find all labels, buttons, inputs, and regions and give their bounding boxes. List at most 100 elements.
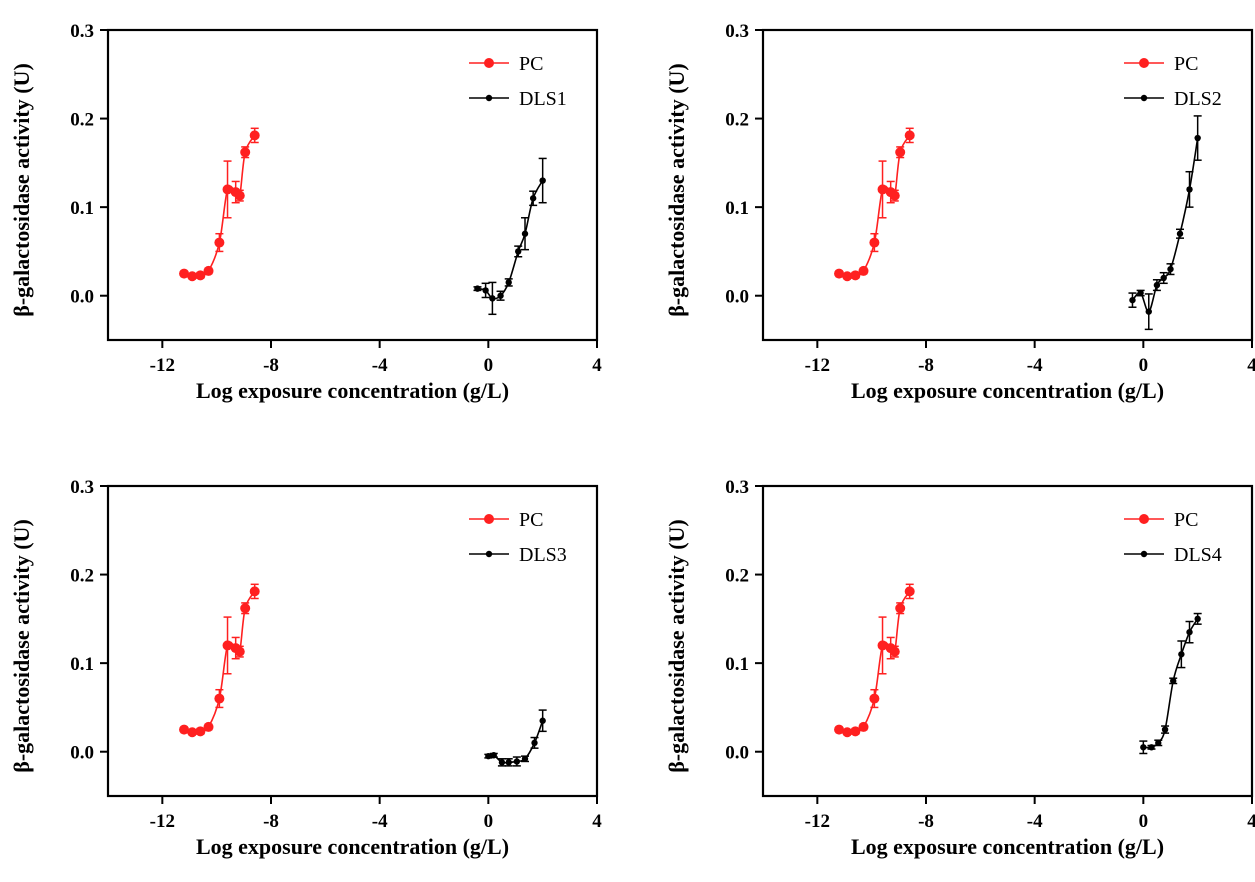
y-tick-label: 0.1: [70, 198, 94, 219]
legend-label: PC: [1174, 509, 1198, 531]
x-tick-label: -8: [263, 811, 279, 832]
plot-frame: [761, 28, 1254, 342]
x-tick-label: -12: [150, 811, 175, 832]
data-point: [1153, 281, 1161, 289]
x-tick-label: 0: [1139, 355, 1149, 376]
data-point: [1186, 186, 1193, 193]
data-point: [834, 724, 845, 735]
x-tick-label: 4: [1247, 811, 1255, 832]
series-pc: [834, 583, 915, 738]
data-point: [195, 270, 206, 281]
legend-marker: [484, 58, 494, 68]
chart-panel-3: -12 -8 -4 0 4 0.0 0.1 0.2 0.3 Log exposure concen…: [9, 477, 602, 859]
data-point: [539, 177, 546, 184]
data-point: [234, 190, 245, 201]
data-point: [1178, 651, 1185, 658]
data-point: [240, 147, 251, 158]
series-dls4: [1139, 612, 1202, 755]
data-point: [1176, 230, 1184, 237]
data-point: [521, 230, 529, 237]
data-point: [869, 237, 880, 248]
plot-frame: [761, 484, 1254, 798]
x-axis-title: Log exposure concentration (g/L): [851, 378, 1164, 403]
data-point: [889, 646, 900, 657]
y-tick-label: 0.0: [725, 287, 749, 308]
legend-marker: [485, 94, 493, 102]
data-point: [877, 184, 888, 195]
data-point: [521, 755, 529, 762]
y-axis-title: β-galactosidase activity (U): [664, 63, 689, 317]
data-point: [850, 726, 861, 737]
series-line: [1131, 137, 1199, 313]
data-point: [1194, 615, 1201, 623]
legend-label: PC: [519, 53, 543, 75]
x-tick-label: -12: [805, 355, 830, 376]
data-point: [877, 640, 888, 651]
data-point: [1170, 677, 1177, 685]
legend-entry-dls1: DLS1: [469, 88, 567, 110]
data-point: [895, 147, 906, 158]
data-point: [187, 271, 198, 282]
data-point: [498, 759, 506, 766]
data-point: [529, 195, 537, 202]
data-point: [834, 268, 845, 279]
legend-marker: [485, 550, 493, 558]
legend-entry-pc: PC: [1124, 509, 1198, 531]
data-point: [850, 270, 861, 281]
data-point: [187, 727, 198, 738]
data-point: [904, 586, 915, 597]
y-tick-label: 0.2: [725, 566, 749, 587]
x-tick-label: 4: [592, 811, 602, 832]
series-pc: [179, 127, 260, 282]
series-dls1: [473, 157, 547, 316]
x-tick-label: -8: [263, 355, 279, 376]
data-point: [497, 292, 504, 299]
data-point: [1148, 744, 1155, 751]
data-point: [1160, 274, 1167, 282]
data-point: [1129, 296, 1136, 304]
x-tick-label: 0: [484, 355, 494, 376]
data-point: [249, 130, 260, 141]
x-tick-label: 0: [484, 811, 494, 832]
legend-marker: [1139, 58, 1149, 68]
data-point: [214, 237, 225, 248]
y-tick-label: 0.3: [725, 21, 749, 42]
legend-label: PC: [1174, 53, 1198, 75]
legend-entry-pc: PC: [469, 53, 543, 75]
chart-panel-2: -12 -8 -4 0 4 0.0 0.1 0.2 0.3 Log exposure concen…: [664, 21, 1255, 403]
y-tick-label: 0.0: [725, 743, 749, 764]
legend-entry-pc: PC: [1124, 53, 1198, 75]
data-point: [505, 759, 512, 766]
data-point: [203, 721, 214, 732]
legend-entry-pc: PC: [469, 509, 543, 531]
data-point: [842, 271, 853, 282]
legend-entry-dls4: DLS4: [1124, 544, 1222, 566]
data-point: [904, 130, 915, 141]
data-point: [531, 739, 538, 747]
x-axis-title: Log exposure concentration (g/L): [196, 378, 509, 403]
legend-label: PC: [519, 509, 543, 531]
x-tick-label: 0: [1139, 811, 1149, 832]
data-point: [895, 603, 906, 614]
data-point: [214, 693, 225, 704]
data-point: [1186, 628, 1193, 636]
data-point: [234, 646, 245, 657]
data-point: [203, 265, 214, 276]
data-point: [858, 721, 869, 732]
x-tick-label: -4: [372, 355, 388, 376]
data-point: [1161, 726, 1169, 733]
y-tick-label: 0.0: [70, 743, 94, 764]
y-tick-label: 0.3: [725, 477, 749, 498]
series-dls3: [484, 709, 547, 767]
y-tick-label: 0.1: [725, 198, 749, 219]
x-tick-label: -4: [372, 811, 388, 832]
chart-panel-1: -12 -8 -4 0 4 0.0 0.1 0.2 0.3 Log exposure concen…: [9, 21, 602, 403]
plot-frame: [106, 484, 599, 798]
series-pc: [179, 583, 260, 738]
data-point: [515, 248, 522, 255]
legend-marker: [484, 514, 494, 524]
y-tick-label: 0.2: [70, 566, 94, 587]
data-point: [1167, 265, 1174, 273]
y-tick-label: 0.3: [70, 21, 94, 42]
x-tick-label: -12: [805, 811, 830, 832]
